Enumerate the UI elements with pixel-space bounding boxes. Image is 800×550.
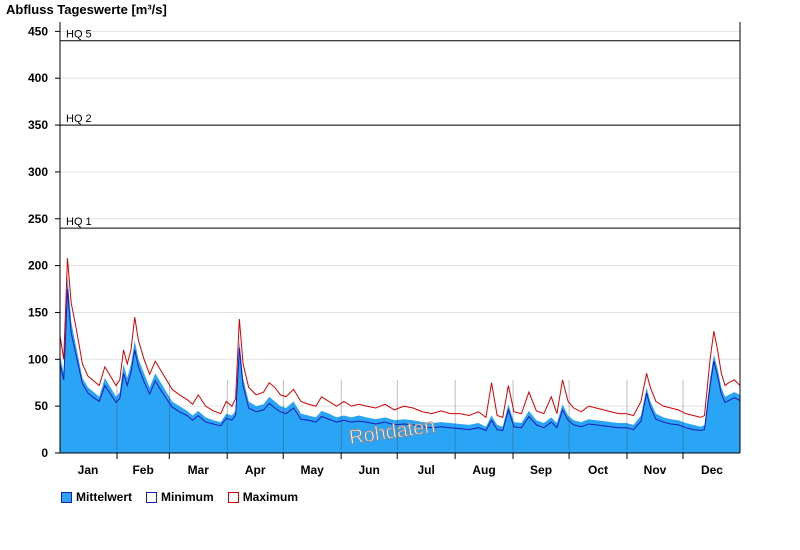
y-tick-label-450: 450: [28, 24, 48, 38]
y-tick-label-0: 0: [41, 446, 48, 460]
legend-swatch-maximum: [227, 491, 239, 503]
y-tick-label-200: 200: [28, 259, 48, 273]
reference-lines: HQ 5 HQ 2 HQ 1: [60, 29, 740, 229]
reference-label-hq-5: HQ 5: [66, 29, 92, 41]
series-layer: [59, 258, 741, 453]
x-tick-label-apr: Apr: [245, 463, 266, 477]
grid-layer: [60, 30, 740, 407]
x-tick-label-oct: Oct: [588, 463, 608, 477]
legend-swatch-mittelwert: [61, 491, 72, 503]
x-tick-label-nov: Nov: [644, 463, 667, 477]
x-tick-label-feb: Feb: [132, 463, 153, 477]
legend-label-minimum: Minimum: [161, 490, 214, 504]
x-tick-label-jun: Jun: [359, 463, 380, 477]
x-tick-label-mar: Mar: [188, 463, 210, 477]
y-tick-label-350: 350: [28, 118, 48, 132]
legend-swatch-minimum: [146, 491, 158, 503]
x-tick-label-jul: Jul: [417, 463, 434, 477]
y-tick-label-150: 150: [28, 305, 48, 319]
legend-item-minimum: Minimum: [146, 490, 214, 504]
reference-label-hq-2: HQ 2: [66, 113, 92, 125]
legend-label-maximum: Maximum: [242, 490, 299, 504]
y-tick-label-300: 300: [28, 165, 48, 179]
reference-label-hq-1: HQ 1: [66, 216, 92, 228]
legend-item-mittelwert: Mittelwert: [61, 490, 132, 504]
chart-title: Abfluss Tageswerte [m³/s]: [6, 2, 167, 17]
axis-layer: 0 50 100 150 200 250 300 350 400 450 Jan Feb Mar Apr M…: [28, 22, 741, 477]
x-tick-label-jan: Jan: [78, 463, 99, 477]
y-tick-label-50: 50: [35, 399, 49, 413]
legend-item-maximum: Maximum: [227, 490, 299, 504]
legend: Mittelwert Minimum Maximum: [61, 490, 298, 504]
x-tick-label-may: May: [301, 463, 325, 477]
series-area-mittelwert: [60, 274, 740, 453]
series-line-minimum: [59, 288, 741, 432]
x-tick-label-sep: Sep: [530, 463, 552, 477]
y-tick-label-400: 400: [28, 71, 48, 85]
x-tick-label-dec: Dec: [701, 463, 723, 477]
x-tick-label-aug: Aug: [472, 463, 495, 477]
series-line-maximum: [59, 258, 741, 419]
legend-label-mittelwert: Mittelwert: [76, 490, 133, 504]
y-tick-label-250: 250: [28, 212, 48, 226]
y-tick-label-100: 100: [28, 352, 48, 366]
